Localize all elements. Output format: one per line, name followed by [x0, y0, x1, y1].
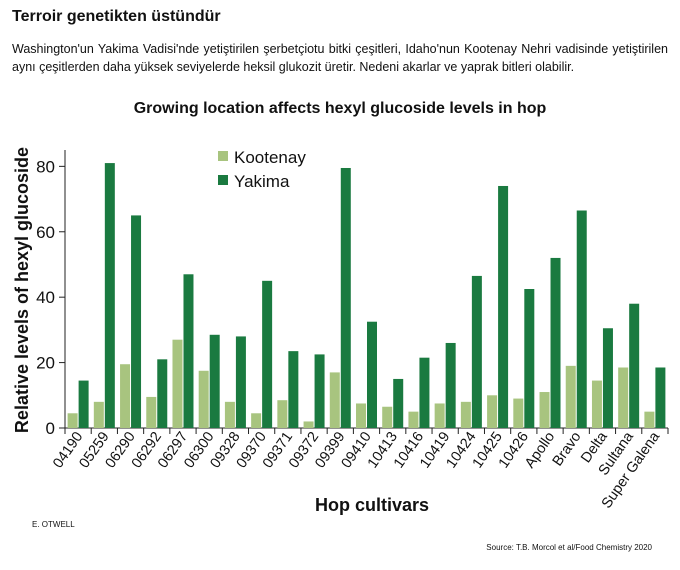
legend-label-yakima: Yakima [234, 172, 290, 191]
bar-yakima [419, 357, 430, 428]
bar-kootenay [618, 367, 629, 428]
y-tick-label: 0 [46, 419, 55, 438]
bar-yakima [550, 257, 561, 428]
bar-yakima [262, 280, 273, 428]
bar-yakima [157, 359, 168, 428]
bar-yakima [602, 328, 613, 428]
bar-kootenay [460, 401, 471, 428]
bar-yakima [209, 334, 220, 428]
legend-swatch-kootenay [218, 151, 228, 161]
credit: E. OTWELL [32, 520, 75, 529]
bar-yakima [288, 351, 299, 428]
bar-yakima [104, 163, 115, 429]
bar-yakima [235, 336, 246, 428]
bar-kootenay [513, 398, 524, 428]
legend-label-kootenay: Kootenay [234, 148, 306, 167]
bar-yakima [314, 354, 325, 428]
y-tick-label: 40 [36, 288, 55, 307]
bar-kootenay [224, 401, 235, 428]
bar-yakima [498, 185, 509, 428]
bar-kootenay [172, 339, 183, 428]
description: Washington'un Yakima Vadisi'nde yetiştir… [12, 42, 668, 74]
bar-yakima [131, 215, 142, 428]
x-tick-label: Bravo [550, 429, 585, 469]
bar-kootenay [356, 403, 366, 428]
legend-swatch-yakima [218, 175, 228, 185]
y-tick-label: 60 [36, 223, 55, 242]
bar-yakima [367, 321, 377, 428]
bar-yakima [655, 367, 666, 428]
bar-yakima [576, 210, 587, 428]
bar-kootenay [303, 421, 314, 428]
bar-yakima [445, 342, 456, 428]
y-tick-label: 20 [36, 354, 55, 373]
y-axis-label: Relative levels of hexyl glucoside [12, 147, 32, 433]
y-tick-label: 80 [36, 157, 55, 176]
chart-title: Growing location affects hexyl glucoside… [133, 100, 547, 117]
bar-kootenay [198, 370, 209, 428]
bar-kootenay [67, 413, 78, 428]
headline: Terroir genetikten üstündür [12, 8, 221, 25]
bar-yakima [340, 167, 351, 429]
bar-yakima [393, 378, 404, 428]
bar-kootenay [539, 392, 550, 428]
bar-yakima [471, 275, 482, 428]
bar-kootenay [251, 413, 262, 428]
bar-kootenay [93, 401, 104, 428]
bar-kootenay [644, 411, 655, 428]
bar-yakima [183, 274, 194, 428]
plot-area: 0204060800419005259062900629206297063000… [36, 148, 669, 512]
x-axis-label: Hop cultivars [315, 495, 429, 515]
bar-yakima [629, 303, 640, 428]
bar-kootenay [565, 365, 576, 428]
bar-kootenay [382, 406, 393, 428]
bar-yakima [78, 380, 89, 428]
bar-yakima [524, 289, 535, 428]
bar-kootenay [434, 403, 445, 428]
bar-kootenay [329, 372, 340, 428]
bar-kootenay [146, 396, 157, 428]
bar-kootenay [408, 411, 419, 428]
bar-kootenay [591, 380, 602, 428]
source-note: Source: T.B. Morcol et al/Food Chemistry… [486, 543, 652, 552]
bar-kootenay [120, 364, 131, 428]
bar-kootenay [277, 400, 288, 428]
bar-kootenay [487, 395, 498, 428]
